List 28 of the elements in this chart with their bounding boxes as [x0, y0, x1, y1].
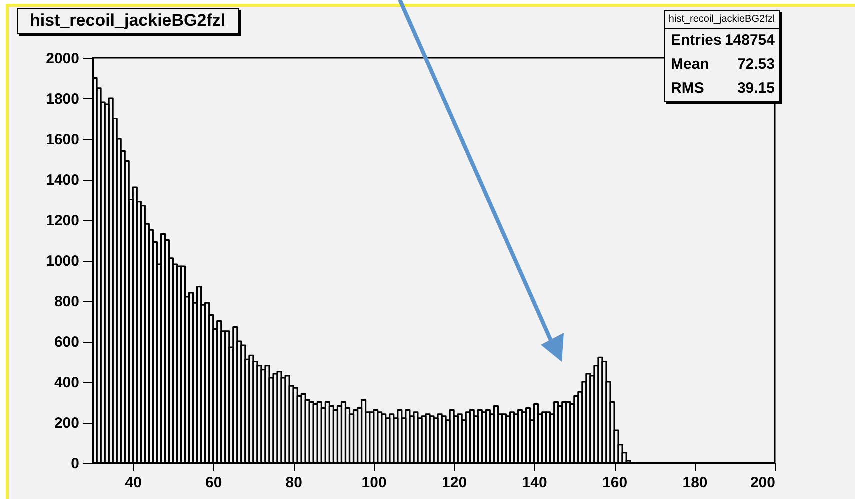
y-tick-label: 1000 [46, 253, 80, 270]
x-tick-label: 100 [362, 474, 387, 492]
y-tick-label: 1600 [46, 132, 80, 148]
chart-title: hist_recoil_jackieBG2fzl [17, 8, 239, 34]
y-tick-label: 200 [54, 415, 80, 432]
x-tick-label: 40 [125, 474, 142, 492]
y-tick-label: 1200 [46, 212, 80, 230]
text: 148754 [724, 32, 775, 49]
text: Entries [671, 32, 722, 49]
y-tick-label: 400 [54, 374, 80, 392]
x-tick-label: 140 [522, 474, 548, 492]
text: hist_recoil_jackieBG2fzl [665, 11, 779, 29]
x-tick-label: 200 [750, 474, 776, 492]
y-tick-label: 600 [54, 334, 80, 351]
annotation: 72.53 [737, 56, 775, 73]
x-tick-label: 80 [286, 474, 302, 492]
annotation: 39.15 [737, 80, 775, 97]
y-tick-label: 1400 [46, 172, 80, 189]
y-tick-label: 800 [54, 294, 80, 310]
annotation: RMS [671, 80, 704, 97]
y-tick-label: 1800 [46, 91, 80, 108]
x-tick-label: 60 [206, 474, 222, 492]
y-tick-label: 0 [71, 456, 80, 472]
x-tick-label: 180 [682, 474, 708, 492]
y-tick-label: 2000 [46, 50, 80, 68]
annotation: Mean [671, 56, 710, 73]
x-tick-label: 120 [442, 474, 468, 492]
x-tick-label: 160 [602, 474, 628, 492]
